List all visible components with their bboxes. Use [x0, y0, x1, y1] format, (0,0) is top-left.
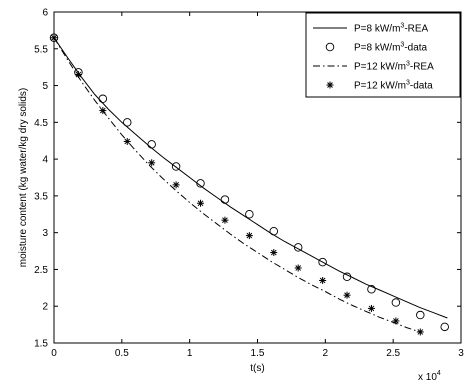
legend-item-2: P=12 kW/m3-REA: [313, 61, 434, 73]
data-point: [49, 33, 59, 42]
x-tick-label: 2: [323, 348, 329, 359]
series-markers-1: [49, 33, 449, 332]
legend-label-suffix: -REA: [404, 24, 428, 35]
series-markers-3: [50, 34, 424, 336]
series-layer: [49, 33, 449, 336]
data-point: [197, 199, 205, 207]
x-axis-multiplier: x 104: [418, 370, 441, 383]
legend-label-prefix: P=8 kW/m: [354, 24, 400, 35]
x-tick-label: 0.5: [115, 348, 129, 359]
legend-label-superscript: 3: [400, 23, 404, 30]
data-point: [392, 317, 400, 325]
legend-marker-swatch: [325, 42, 335, 52]
x-axis-label: t(s): [250, 363, 264, 374]
y-axis: 1.5 2 2.5 3 3.5 4 4.5 5 5.5 6: [34, 8, 461, 350]
legend-label-superscript: 3: [406, 80, 410, 87]
x-axis-multiplier-base: x 10: [418, 372, 437, 383]
data-point: [342, 272, 352, 282]
series-line-0: [53, 37, 448, 319]
y-tick-label: 1.5: [34, 339, 48, 350]
data-point: [245, 210, 254, 219]
data-point: [221, 216, 229, 224]
legend-label-suffix: -REA: [410, 62, 434, 73]
legend-label-suffix: -data: [410, 81, 433, 92]
data-point: [74, 71, 82, 79]
data-point: [171, 162, 181, 171]
data-point: [172, 181, 180, 189]
data-point: [269, 226, 279, 236]
data-point: [245, 232, 253, 240]
y-tick-label: 6: [42, 8, 48, 19]
y-tick-label: 5.5: [34, 44, 48, 55]
y-tick-label: 2.5: [34, 265, 48, 276]
x-axis-multiplier-exponent: 4: [437, 370, 441, 377]
y-tick-label: 3.5: [34, 191, 48, 202]
legend-marker-swatch: [326, 81, 334, 89]
legend-label-superscript: 3: [406, 61, 410, 68]
data-point: [367, 285, 376, 294]
x-tick-label: 0: [51, 348, 57, 359]
legend-item-3: P=12 kW/m3-data: [326, 80, 433, 92]
data-point: [123, 137, 131, 145]
legend-label: P=12 kW/m3-REA: [354, 61, 434, 73]
data-point: [416, 310, 425, 320]
y-tick-label: 3: [42, 228, 48, 239]
legend-label-prefix: P=12 kW/m: [354, 62, 406, 73]
data-point: [196, 179, 205, 188]
legend-item-1: P=8 kW/m3-data: [325, 42, 428, 54]
data-point: [50, 34, 58, 42]
y-tick-label: 2: [42, 302, 48, 313]
x-tick-label: 1: [187, 348, 193, 359]
data-point: [319, 276, 327, 284]
x-tick-label: 1.5: [251, 348, 265, 359]
legend-label: P=12 kW/m3-data: [354, 80, 433, 92]
data-point: [98, 94, 108, 104]
data-point: [148, 159, 156, 167]
y-tick-label: 4: [42, 155, 48, 166]
legend-label: P=8 kW/m3-REA: [354, 23, 429, 35]
data-point: [123, 118, 132, 127]
data-point: [270, 249, 278, 257]
data-point: [318, 257, 327, 267]
series-line-2: [53, 37, 421, 333]
data-point: [99, 107, 107, 115]
legend-label-prefix: P=12 kW/m: [354, 81, 406, 92]
y-axis-label: moisture content (kg water/kg dry solids…: [18, 88, 29, 268]
data-point: [294, 264, 302, 272]
y-tick-label: 4.5: [34, 118, 48, 129]
legend-label-prefix: P=8 kW/m: [354, 43, 400, 54]
data-point: [367, 304, 375, 312]
legend-label-suffix: -data: [404, 43, 427, 54]
x-tick-label: 2.5: [386, 348, 400, 359]
data-point: [220, 195, 230, 204]
data-point: [391, 298, 401, 307]
data-point: [147, 140, 156, 149]
legend-label: P=8 kW/m3-data: [354, 42, 428, 54]
y-tick-label: 5: [42, 81, 48, 92]
data-point: [293, 243, 303, 252]
data-point: [440, 322, 449, 332]
legend-label-superscript: 3: [400, 42, 404, 49]
x-tick-label: 3: [458, 348, 464, 359]
data-point: [416, 328, 424, 336]
data-point: [343, 291, 351, 299]
legend-item-0: P=8 kW/m3-REA: [313, 23, 429, 35]
